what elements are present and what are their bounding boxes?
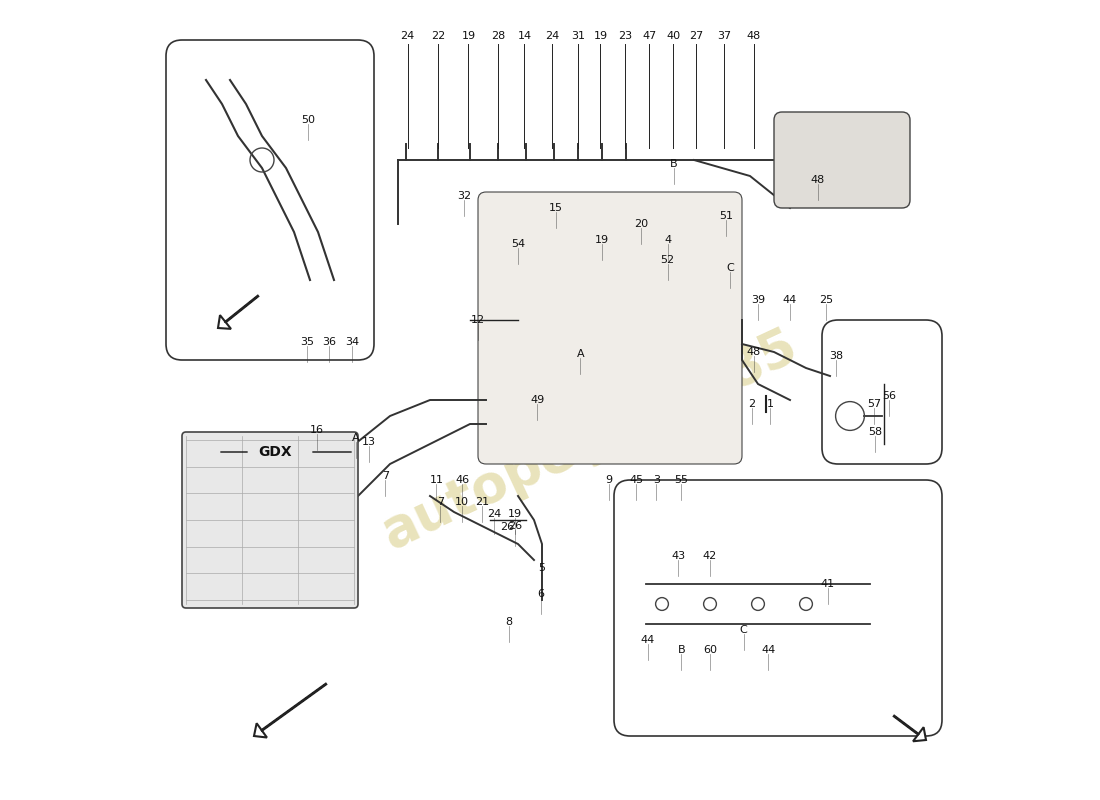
FancyArrow shape: [254, 684, 327, 738]
Text: C: C: [726, 263, 734, 273]
Text: 2: 2: [748, 399, 756, 409]
Text: 46: 46: [455, 475, 469, 485]
Text: 36: 36: [322, 338, 337, 347]
Text: 44: 44: [783, 295, 798, 305]
Text: 8: 8: [506, 618, 513, 627]
Text: 26: 26: [508, 522, 521, 531]
Text: A: A: [352, 434, 360, 443]
Text: 25: 25: [818, 295, 833, 305]
Text: 15: 15: [549, 203, 562, 213]
Text: 44: 44: [761, 645, 776, 654]
Text: 47: 47: [642, 31, 657, 41]
Text: 14: 14: [517, 31, 531, 41]
Text: A: A: [576, 349, 584, 358]
FancyBboxPatch shape: [182, 432, 358, 608]
Text: 39: 39: [751, 295, 766, 305]
Text: 20: 20: [634, 219, 648, 229]
Text: B: B: [670, 159, 678, 169]
Text: 7: 7: [437, 497, 444, 506]
Text: 24: 24: [400, 31, 415, 41]
Text: 7: 7: [382, 471, 388, 481]
Text: 22: 22: [431, 31, 446, 41]
Text: 60: 60: [703, 645, 717, 654]
Text: 19: 19: [595, 235, 609, 245]
Text: C: C: [739, 626, 748, 635]
Text: 48: 48: [747, 31, 761, 41]
Text: 10: 10: [455, 497, 469, 506]
Text: 32: 32: [458, 191, 472, 201]
Text: 19: 19: [508, 509, 521, 518]
Text: 9: 9: [606, 475, 613, 485]
Text: 24: 24: [487, 509, 502, 518]
Text: 3: 3: [653, 475, 660, 485]
Text: 26: 26: [500, 522, 515, 531]
Text: 51: 51: [719, 211, 733, 221]
Text: 12: 12: [471, 315, 485, 325]
Text: 48: 48: [811, 175, 825, 185]
Text: 49: 49: [530, 395, 544, 405]
Text: 21: 21: [475, 497, 490, 506]
Text: 13: 13: [362, 437, 376, 446]
Text: 58: 58: [868, 427, 882, 437]
Text: GDX: GDX: [258, 445, 292, 459]
Text: 56: 56: [882, 391, 896, 401]
Text: 1: 1: [767, 399, 773, 409]
FancyArrow shape: [218, 296, 258, 329]
Text: 4: 4: [664, 235, 672, 245]
Text: 19: 19: [461, 31, 475, 41]
Text: 52: 52: [660, 255, 674, 265]
Text: 54: 54: [510, 239, 525, 249]
FancyBboxPatch shape: [774, 112, 910, 208]
Text: 6: 6: [538, 589, 544, 598]
Text: 16: 16: [310, 426, 324, 435]
Text: 27: 27: [690, 31, 704, 41]
Text: autopeças1885: autopeças1885: [374, 321, 806, 559]
Text: 37: 37: [717, 31, 732, 41]
Text: 31: 31: [571, 31, 585, 41]
Text: 38: 38: [829, 351, 844, 361]
Text: 24: 24: [546, 31, 560, 41]
FancyArrow shape: [894, 716, 926, 742]
Text: 55: 55: [674, 475, 689, 485]
Text: 48: 48: [747, 347, 761, 357]
Text: 43: 43: [671, 551, 685, 561]
Text: 44: 44: [640, 635, 654, 645]
Text: 50: 50: [301, 115, 316, 125]
Text: 41: 41: [821, 579, 835, 589]
Text: 5: 5: [538, 563, 544, 573]
Text: 19: 19: [593, 31, 607, 41]
Text: 42: 42: [703, 551, 717, 561]
Text: 11: 11: [429, 475, 443, 485]
Text: 23: 23: [618, 31, 632, 41]
Text: B: B: [678, 645, 685, 654]
Text: 28: 28: [491, 31, 505, 41]
Text: 45: 45: [629, 475, 644, 485]
Text: 40: 40: [667, 31, 680, 41]
Text: 35: 35: [300, 338, 313, 347]
FancyBboxPatch shape: [478, 192, 742, 464]
Text: 57: 57: [867, 399, 881, 409]
Text: 34: 34: [345, 338, 360, 347]
